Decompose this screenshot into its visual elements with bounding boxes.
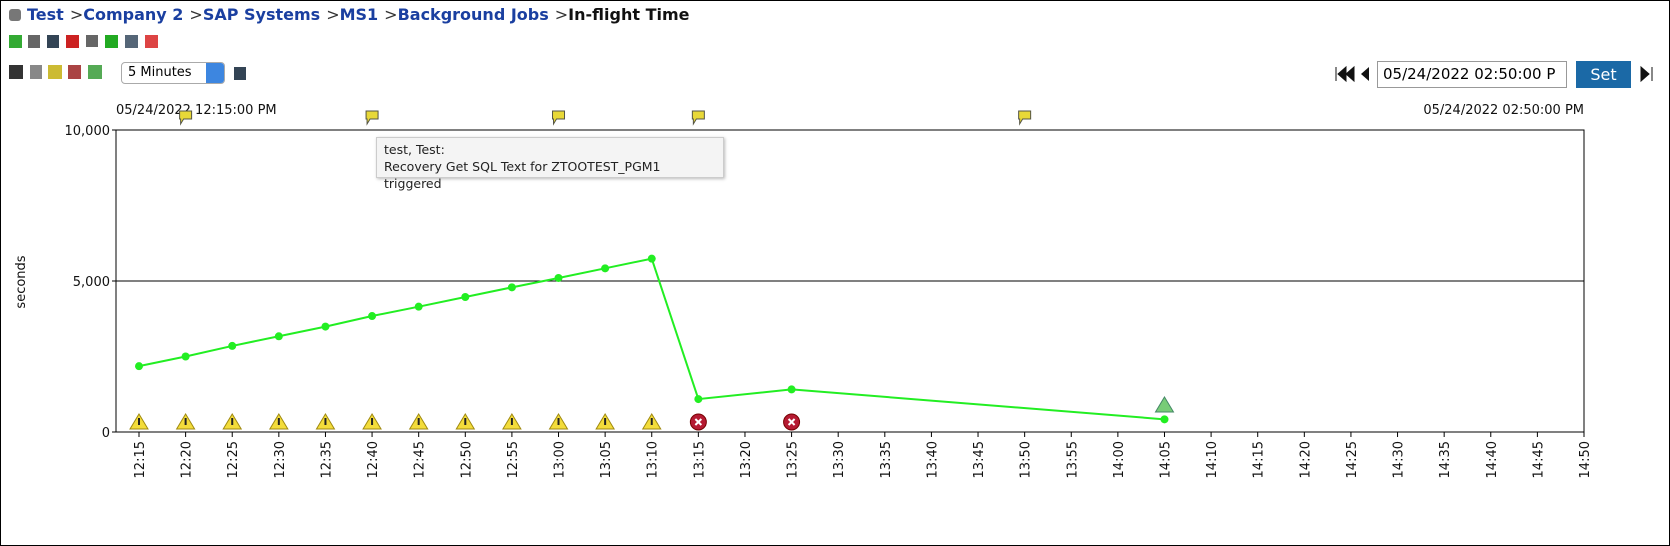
y-tick-label: 5,000 <box>73 275 110 290</box>
toolbar-icons[interactable] <box>9 9 1653 83</box>
x-tick-label: 12:20 <box>180 441 195 478</box>
data-point <box>181 352 190 361</box>
x-tick-label: 13:25 <box>786 441 801 478</box>
warning-icon-mark <box>184 418 187 425</box>
status-icon <box>1154 396 1175 413</box>
x-tick-label: 12:35 <box>319 441 334 478</box>
warning-icon-mark <box>371 418 374 425</box>
x-tick-label: 14:35 <box>1438 441 1453 478</box>
data-point <box>135 362 143 371</box>
x-tick-label: 13:55 <box>1065 441 1080 478</box>
breadcrumb: Test >Company 2 >SAP Systems >MS1 >Backgroun… <box>27 5 690 24</box>
x-tick-label: 13:30 <box>832 441 847 478</box>
x-tick-label: 13:10 <box>646 441 661 478</box>
annotation-flag <box>691 110 705 126</box>
x-tick-label: 14:40 <box>1485 441 1500 478</box>
data-point <box>601 264 610 273</box>
y-tick-label: 10,000 <box>65 124 111 139</box>
x-tick-label: 13:45 <box>972 441 987 478</box>
interval-value: 5 Minutes <box>128 65 192 80</box>
x-tick-label: 12:30 <box>273 441 288 478</box>
breadcrumb-link[interactable]: SAP Systems <box>203 5 320 24</box>
breadcrumb-separator: > <box>326 5 339 24</box>
warning-icon-mark <box>231 418 234 425</box>
error-icon-x <box>694 418 703 426</box>
warning-icon-mark <box>510 418 513 425</box>
data-point <box>414 302 423 311</box>
x-tick-label: 12:25 <box>226 441 241 478</box>
x-tick-label: 13:15 <box>692 441 707 478</box>
tooltip: test, Test: Recovery Get SQL Text for ZTO… <box>376 137 724 191</box>
x-tick-label: 12:40 <box>366 441 381 478</box>
annotation-flag <box>552 110 566 126</box>
x-tick-label: 14:30 <box>1392 441 1407 478</box>
x-tick-label: 13:35 <box>879 441 894 478</box>
warning-icon-mark <box>650 418 653 425</box>
date-input[interactable]: 05/24/2022 02:50:00 P <box>1377 61 1567 88</box>
annotation-flag <box>1018 110 1032 126</box>
error-icon-x <box>787 418 796 426</box>
x-tick-label: 14:00 <box>1112 441 1127 478</box>
set-button[interactable]: Set <box>1576 61 1631 88</box>
warning-icon-mark <box>138 418 140 425</box>
data-point <box>1160 415 1169 424</box>
x-tick-label: 12:50 <box>459 441 474 478</box>
breadcrumb-link[interactable]: Test <box>27 5 64 24</box>
warning-icon-mark <box>277 418 280 425</box>
warning-icon-mark <box>557 418 560 425</box>
x-tick-label: 14:45 <box>1531 441 1546 478</box>
warning-icon-mark <box>464 418 467 425</box>
data-point <box>228 341 237 350</box>
breadcrumb-separator: > <box>555 5 568 24</box>
x-tick-label: 13:20 <box>739 441 754 478</box>
data-point <box>507 283 516 292</box>
data-point <box>554 273 563 282</box>
x-tick-label: 13:50 <box>1019 441 1034 478</box>
x-tick-label: 12:15 <box>133 441 148 478</box>
tooltip-line: Recovery Get SQL Text for ZTOOTEST_PGM1 … <box>384 159 661 191</box>
annotation-flag <box>365 110 379 126</box>
breadcrumb-link[interactable]: Company 2 <box>83 5 183 24</box>
range-start: 05/24/2022 12:15:00 PM <box>116 103 277 118</box>
warning-icon-mark <box>417 418 420 425</box>
series-line <box>138 257 1165 421</box>
x-tick-label: 13:40 <box>925 441 940 478</box>
breadcrumb-link[interactable]: MS1 <box>340 5 379 24</box>
data-point <box>787 385 796 394</box>
x-tick-label: 13:05 <box>599 441 614 478</box>
x-tick-label: 14:20 <box>1298 441 1313 478</box>
breadcrumb-current: In-flight Time <box>568 5 689 24</box>
range-end: 05/24/2022 02:50:00 PM <box>1423 103 1584 118</box>
data-point <box>694 395 703 404</box>
warning-icon-mark <box>604 418 607 425</box>
data-point <box>368 312 377 321</box>
x-tick-label: 14:50 <box>1578 441 1593 478</box>
x-tick-label: 14:05 <box>1158 441 1173 478</box>
warning-icon-mark <box>324 418 327 425</box>
breadcrumb-separator: > <box>70 5 83 24</box>
breadcrumb-link[interactable]: Background Jobs <box>398 5 549 24</box>
y-axis-label: seconds <box>14 255 29 308</box>
annotation-flag <box>179 110 193 126</box>
x-tick-label: 14:10 <box>1205 441 1220 478</box>
data-point <box>321 322 330 331</box>
x-tick-label: 13:00 <box>553 441 568 478</box>
data-point <box>461 293 470 302</box>
data-point <box>274 332 283 341</box>
x-tick-label: 12:45 <box>413 441 428 478</box>
breadcrumb-separator: > <box>384 5 397 24</box>
interval-select[interactable]: 5 Minutes <box>121 62 225 84</box>
y-tick-label: 0 <box>102 426 110 441</box>
breadcrumb-separator: > <box>189 5 202 24</box>
x-tick-label: 12:55 <box>506 441 521 478</box>
tooltip-line: test, Test: <box>384 142 445 157</box>
x-tick-label: 14:15 <box>1252 441 1267 478</box>
data-point <box>647 254 656 263</box>
x-tick-label: 14:25 <box>1345 441 1360 478</box>
